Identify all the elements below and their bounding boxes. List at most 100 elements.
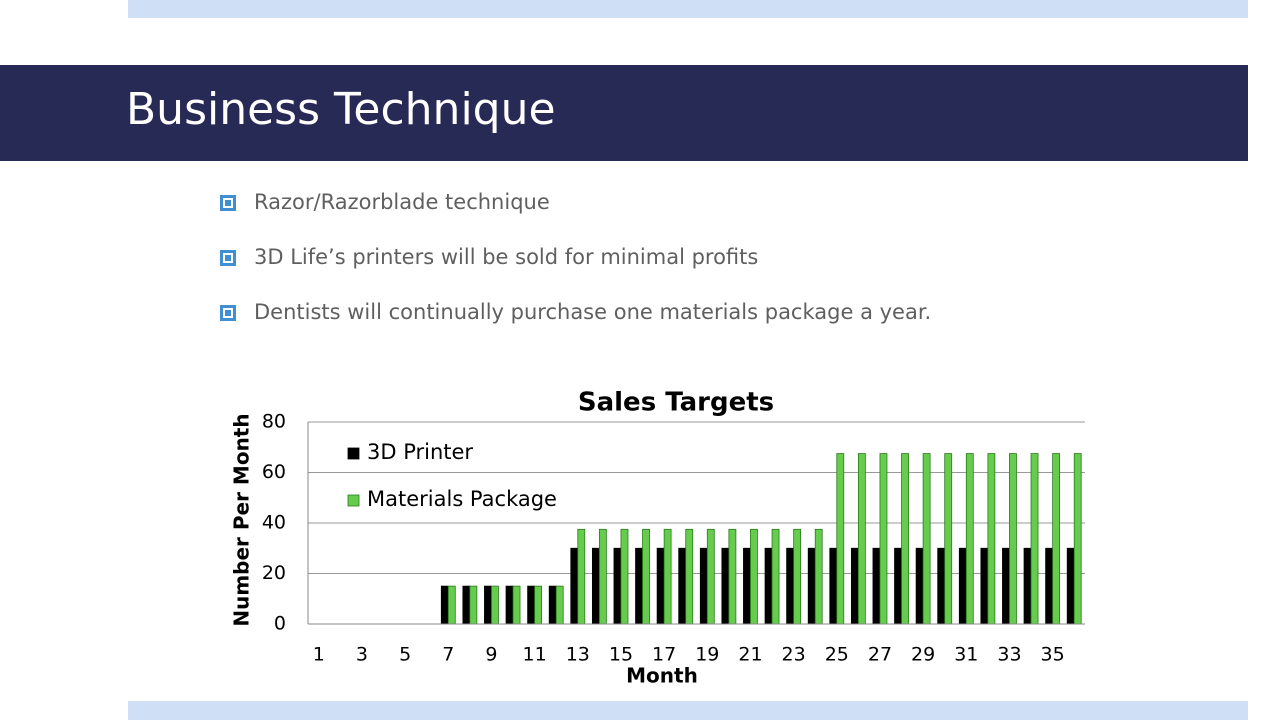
x-axis-title: Month (626, 664, 698, 688)
y-tick-label: 80 (262, 411, 286, 433)
bar (447, 585, 456, 625)
bar (534, 585, 543, 625)
title-band (0, 65, 1248, 161)
legend-swatch (347, 494, 360, 507)
bar (706, 528, 715, 625)
bar (1045, 547, 1054, 625)
bar (663, 528, 672, 625)
x-tick-label: 31 (954, 644, 978, 666)
bar (462, 585, 471, 625)
bar (793, 528, 802, 625)
x-tick-label: 15 (609, 644, 633, 666)
x-tick-label: 19 (695, 644, 719, 666)
x-tick-label: 9 (485, 644, 497, 666)
bar (915, 547, 924, 625)
bar (484, 585, 492, 625)
bar (678, 547, 687, 625)
bullet: 3D Life’s printers will be sold for mini… (220, 241, 931, 296)
y-tick-label: 0 (274, 613, 286, 635)
bar (857, 453, 866, 625)
bar (505, 585, 514, 625)
bar (613, 547, 622, 625)
bar (829, 547, 838, 625)
bar (1002, 547, 1010, 625)
bar (1052, 453, 1061, 625)
bar (635, 547, 643, 625)
bar (699, 547, 708, 625)
y-tick-label: 40 (262, 512, 286, 534)
bar (879, 453, 888, 625)
bar (901, 453, 909, 625)
bar (591, 547, 600, 625)
x-tick-label: 29 (911, 644, 935, 666)
bar (491, 585, 499, 625)
bar (750, 528, 758, 625)
x-tick-label: 33 (997, 644, 1021, 666)
legend-label: Materials Package (367, 487, 557, 511)
bar (469, 585, 478, 625)
bullet: Dentists will continually purchase one m… (220, 296, 931, 351)
x-tick-label: 25 (825, 644, 849, 666)
y-tick-label: 20 (262, 562, 286, 584)
bar (642, 528, 650, 625)
y-tick-label: 60 (262, 461, 286, 483)
bar (771, 528, 780, 625)
bar (548, 585, 557, 625)
bar (570, 547, 579, 625)
top-strip (128, 0, 1248, 18)
x-tick-label: 13 (566, 644, 590, 666)
bar (1066, 547, 1075, 625)
legend-label: 3D Printer (367, 440, 473, 464)
bar (894, 547, 902, 625)
x-tick-label: 3 (356, 644, 368, 666)
slide-title: Business Technique (126, 84, 556, 135)
bar (965, 453, 974, 625)
bar (1030, 453, 1039, 625)
bar (764, 547, 773, 625)
x-tick-label: 7 (442, 644, 454, 666)
x-tick-label: 23 (782, 644, 806, 666)
bar (743, 547, 751, 625)
x-tick-label: 21 (738, 644, 762, 666)
bar (555, 585, 564, 625)
bullet-list: Razor/Razorblade technique 3D Life’s pri… (220, 186, 931, 351)
bar (850, 547, 859, 625)
bar (620, 528, 629, 625)
bar (944, 453, 953, 625)
x-tick-label: 1 (313, 644, 325, 666)
x-tick-label: 35 (1041, 644, 1065, 666)
bar (577, 528, 586, 625)
bar (958, 547, 967, 625)
bar (598, 528, 607, 625)
bar (527, 585, 536, 625)
bar (440, 585, 449, 625)
bar (1073, 453, 1082, 625)
bar (685, 528, 694, 625)
y-axis-title: Number Per Month (230, 413, 254, 626)
bar (987, 453, 996, 625)
bar (656, 547, 665, 625)
bar (807, 547, 816, 625)
bar (512, 585, 521, 625)
bar (728, 528, 737, 625)
bar (721, 547, 730, 625)
x-tick-label: 17 (652, 644, 676, 666)
bar (872, 547, 881, 625)
bar (786, 547, 795, 625)
bar (1023, 547, 1032, 625)
bottom-strip (128, 701, 1248, 720)
bar (922, 453, 931, 625)
chart-title: Sales Targets (578, 388, 774, 418)
x-tick-label: 5 (399, 644, 411, 666)
bar (937, 547, 946, 625)
x-tick-label: 27 (868, 644, 892, 666)
x-tick-label: 11 (523, 644, 547, 666)
bar (836, 453, 845, 625)
bar (980, 547, 989, 625)
bar (1009, 453, 1017, 625)
legend-swatch (347, 447, 360, 460)
bar (814, 528, 823, 625)
bullet: Razor/Razorblade technique (220, 186, 931, 241)
